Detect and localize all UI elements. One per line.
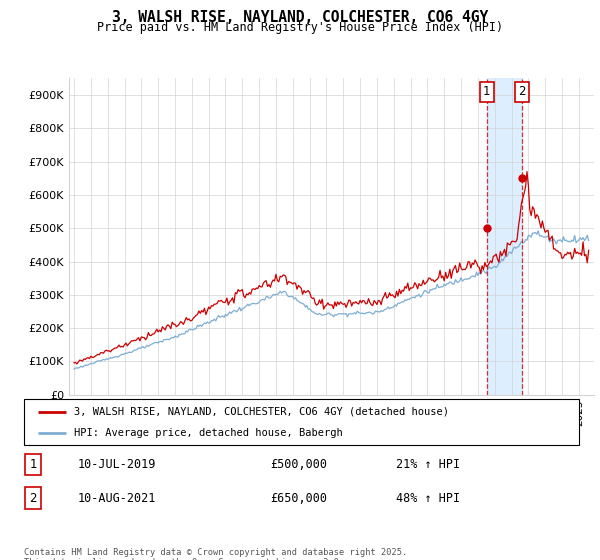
Text: 1: 1: [29, 458, 37, 471]
Text: 2: 2: [518, 85, 526, 98]
Text: 1: 1: [483, 85, 491, 98]
Text: HPI: Average price, detached house, Babergh: HPI: Average price, detached house, Babe…: [74, 428, 343, 438]
Text: 10-AUG-2021: 10-AUG-2021: [78, 492, 157, 505]
Text: 3, WALSH RISE, NAYLAND, COLCHESTER, CO6 4GY (detached house): 3, WALSH RISE, NAYLAND, COLCHESTER, CO6 …: [74, 407, 449, 417]
Text: Contains HM Land Registry data © Crown copyright and database right 2025.
This d: Contains HM Land Registry data © Crown c…: [24, 548, 407, 560]
Text: 21% ↑ HPI: 21% ↑ HPI: [396, 458, 460, 471]
Text: 3, WALSH RISE, NAYLAND, COLCHESTER, CO6 4GY: 3, WALSH RISE, NAYLAND, COLCHESTER, CO6 …: [112, 10, 488, 25]
Text: £500,000: £500,000: [270, 458, 327, 471]
Text: 2: 2: [29, 492, 37, 505]
Text: 48% ↑ HPI: 48% ↑ HPI: [396, 492, 460, 505]
Text: £650,000: £650,000: [270, 492, 327, 505]
Text: Price paid vs. HM Land Registry's House Price Index (HPI): Price paid vs. HM Land Registry's House …: [97, 21, 503, 34]
Text: 10-JUL-2019: 10-JUL-2019: [78, 458, 157, 471]
Bar: [487, 78, 522, 395]
